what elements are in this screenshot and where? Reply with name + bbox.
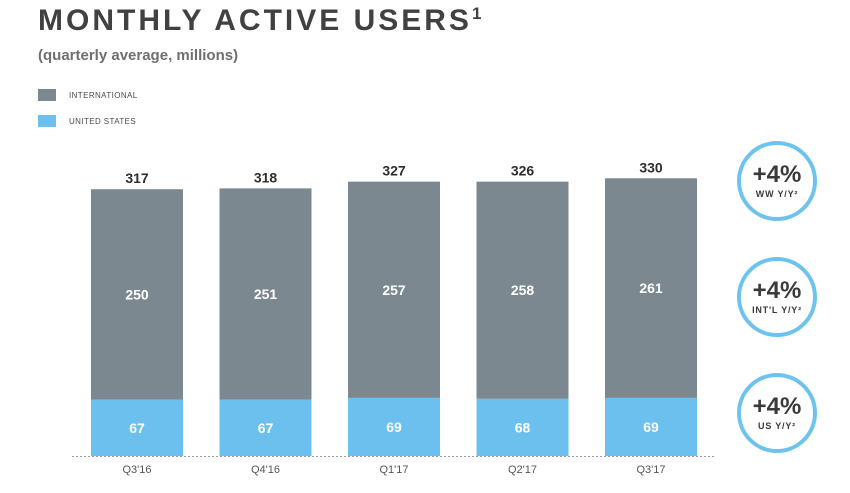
total-label: 330 xyxy=(639,159,663,175)
legend-item-international: INTERNATIONAL xyxy=(38,88,138,102)
total-label: 327 xyxy=(382,163,406,179)
bar-united-states xyxy=(348,397,440,456)
bar-international xyxy=(605,178,697,398)
x-tick-label: Q3'16 xyxy=(122,464,151,476)
bar-international xyxy=(219,188,312,400)
legend-item-united-states: UNITED STATES xyxy=(38,114,138,128)
intl-growth-badge: +4% INT'L Y/Y² xyxy=(737,257,817,337)
x-tick-label: Q1'17 xyxy=(379,464,408,476)
bar-international xyxy=(348,181,440,398)
x-tick-label: Q2'17 xyxy=(508,464,537,476)
total-label: 326 xyxy=(511,163,535,179)
bar-international xyxy=(476,181,569,399)
total-label: 318 xyxy=(254,169,278,185)
total-label: 317 xyxy=(125,170,149,186)
data-label-united-states: 67 xyxy=(129,420,145,436)
data-label-international: 257 xyxy=(382,282,406,298)
us-growth-value: +4% xyxy=(752,393,802,420)
chart-title-text: MONTHLY ACTIVE USERS xyxy=(38,4,472,37)
data-label-united-states: 69 xyxy=(386,419,402,435)
us-growth-label: US Y/Y² xyxy=(758,421,796,431)
intl-growth-label: INT'L Y/Y² xyxy=(752,305,802,315)
bar-united-states xyxy=(219,399,312,456)
data-label-international: 258 xyxy=(511,282,535,298)
chart-subtitle: (quarterly average, millions) xyxy=(38,47,239,64)
legend-label-international: INTERNATIONAL xyxy=(69,90,138,100)
data-label-international: 251 xyxy=(254,286,278,302)
bar-united-states xyxy=(476,398,569,456)
data-label-international: 250 xyxy=(125,286,149,302)
ww-growth-label: WW Y/Y² xyxy=(755,189,799,199)
title-footnote: 1 xyxy=(471,4,482,23)
data-label-united-states: 69 xyxy=(643,419,659,435)
legend-swatch-international xyxy=(38,89,56,101)
data-label-united-states: 67 xyxy=(258,420,274,436)
legend-swatch-united-states xyxy=(38,115,56,127)
data-label-international: 261 xyxy=(639,280,663,296)
ww-growth-value: +4% xyxy=(752,161,802,188)
ww-growth-badge: +4% WW Y/Y² xyxy=(737,141,817,221)
x-tick-label: Q3'17 xyxy=(636,464,665,476)
chart-legend: INTERNATIONAL UNITED STATES xyxy=(38,88,138,140)
x-tick-label: Q4'16 xyxy=(251,464,280,476)
bar-united-states xyxy=(91,399,183,456)
intl-growth-value: +4% xyxy=(752,277,802,304)
bar-international xyxy=(91,189,183,400)
data-label-united-states: 68 xyxy=(515,419,531,435)
us-growth-badge: +4% US Y/Y² xyxy=(737,373,817,453)
bar-united-states xyxy=(605,397,697,456)
chart-title: MONTHLY ACTIVE USERS1 xyxy=(38,4,481,38)
legend-label-united-states: UNITED STATES xyxy=(69,116,137,126)
